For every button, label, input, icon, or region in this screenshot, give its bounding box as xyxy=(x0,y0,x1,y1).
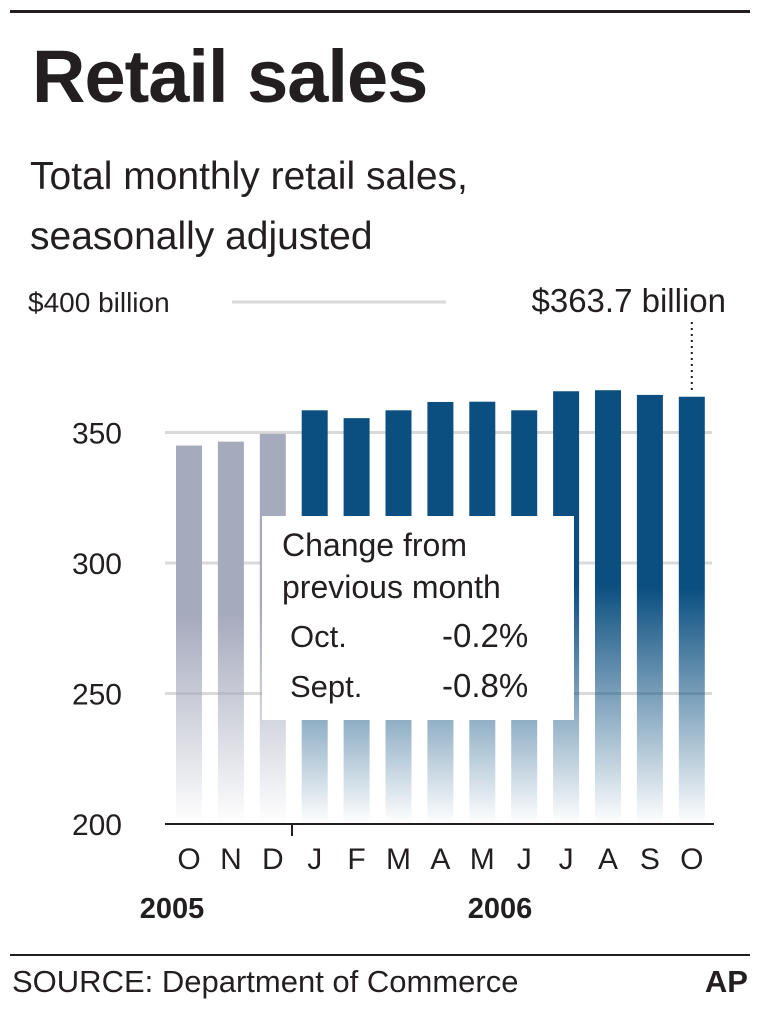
x-tick-label: N xyxy=(220,843,242,876)
top-rule xyxy=(10,10,750,13)
y-tick-label: 250 xyxy=(72,679,122,712)
year-label: 2006 xyxy=(468,893,533,925)
x-tick-label: S xyxy=(640,843,660,876)
x-tick-label: A xyxy=(430,843,450,876)
x-tick-label: O xyxy=(177,843,200,876)
inset-box xyxy=(262,516,574,720)
bottom-rule xyxy=(10,954,750,956)
y-tick-label: 350 xyxy=(72,418,122,451)
chart-title: Retail sales xyxy=(32,35,428,118)
inset-row-label: Sept. xyxy=(290,669,362,704)
inset-row-label: Oct. xyxy=(290,619,347,654)
x-tick-label: M xyxy=(386,843,411,876)
bar xyxy=(176,445,202,824)
callout-label: $363.7 billion xyxy=(532,282,727,319)
inset-title-line-1: Change from xyxy=(282,527,467,563)
x-tick-label: J xyxy=(307,843,322,876)
x-tick-label: J xyxy=(559,843,574,876)
y-tick-label: 300 xyxy=(72,548,122,581)
year-label: 2005 xyxy=(140,893,205,925)
source-note: SOURCE: Department of Commerce xyxy=(12,964,519,999)
x-tick-label: A xyxy=(598,843,618,876)
x-tick-label: F xyxy=(347,843,365,876)
year-labels: 2005 2006 xyxy=(140,893,533,925)
y-tick-label: 200 xyxy=(72,809,122,842)
inset-row-value: -0.2% xyxy=(442,617,528,654)
y-axis-labels: $400 billion 350 300 250 200 xyxy=(28,287,170,842)
inset-row-value: -0.8% xyxy=(442,667,528,704)
bar xyxy=(678,396,705,824)
x-tick-label: O xyxy=(680,843,703,876)
bar xyxy=(595,390,621,824)
bar xyxy=(217,441,244,824)
credit-label: AP xyxy=(704,964,748,999)
value-callout: $363.7 billion xyxy=(532,282,727,394)
retail-sales-bar-chart: $400 billion 350 300 250 200 Change from pre… xyxy=(28,282,727,925)
x-tick-label: J xyxy=(517,843,532,876)
chart-subtitle-line-1: Total monthly retail sales, xyxy=(30,155,468,198)
x-tick-label: D xyxy=(262,843,284,876)
chart-subtitle-line-2: seasonally adjusted xyxy=(30,215,373,258)
inset-title-line-2: previous month xyxy=(282,569,501,605)
x-tick-label: M xyxy=(470,843,495,876)
y-tick-label: $400 billion xyxy=(28,287,170,318)
bar xyxy=(636,394,663,824)
